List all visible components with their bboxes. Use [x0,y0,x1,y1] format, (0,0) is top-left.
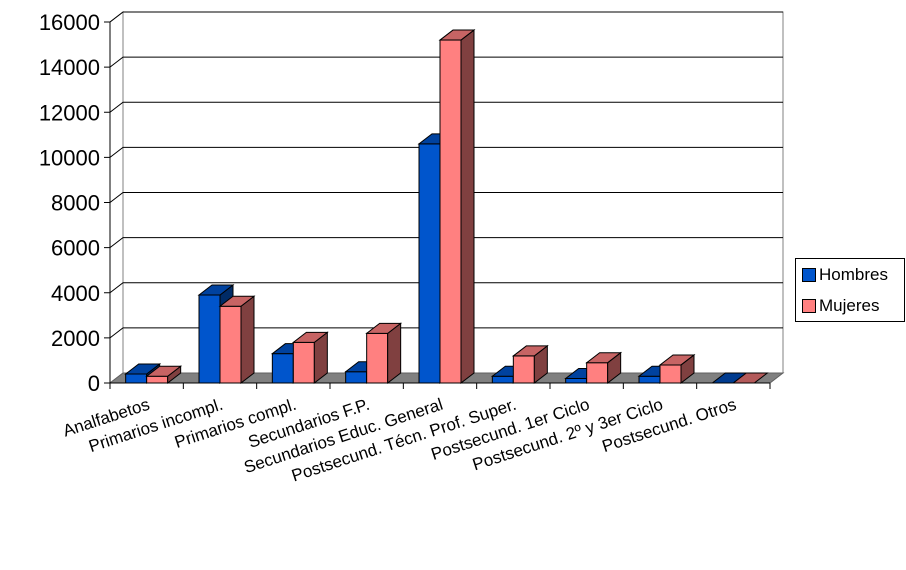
gridline [109,56,783,68]
gridline [109,327,783,339]
bar-front [439,39,462,384]
bar-mujeres-6 [585,351,623,385]
bar-top [197,284,235,296]
bar-mujeres-5 [511,344,549,385]
bar-top [365,322,403,334]
y-tick-label: 14000 [39,55,100,80]
bar-mujeres-0 [145,365,183,385]
y-tick-label: 0 [88,371,100,396]
bar-front [565,377,588,384]
bar-front [146,375,169,384]
bar-front [638,375,661,384]
bar-top [438,29,476,41]
gridline [109,101,783,113]
bar-front [198,294,221,384]
bar-front [366,332,389,384]
bar-top [145,365,183,377]
legend-label-mujeres: Mujeres [819,296,880,315]
bar-front [125,373,148,384]
bar-mujeres-3 [365,322,403,385]
bar-front [345,371,368,384]
bar-front [586,362,609,384]
y-tick-label: 12000 [39,100,100,125]
bar-front [659,364,682,384]
bar-mujeres-2 [291,331,329,385]
gridline [109,237,783,249]
y-tick-label: 6000 [51,236,100,261]
chart-bars [124,29,769,385]
bar-top [291,331,329,343]
bar-top [658,354,696,366]
chart-gridlines [104,11,783,389]
gridline [109,146,783,158]
bar-mujeres-8 [731,372,769,384]
bar-top [585,352,623,364]
y-tick-label: 16000 [39,10,100,35]
bar-front [491,375,514,384]
legend-item-mujeres: Mujeres [802,296,879,316]
y-tick-label: 8000 [51,191,100,216]
bar-front [292,341,315,384]
y-tick-label: 2000 [51,326,100,351]
bar-mujeres-4 [438,29,476,385]
legend-label-hombres: Hombres [819,265,888,284]
y-axis-tick-labels: 0 2000 4000 6000 8000 10000 12000 14000 16000 [39,10,100,396]
bar-front [271,353,294,384]
bar-front [418,143,441,384]
legend-swatch-hombres [802,268,816,282]
y-tick-label: 4000 [51,281,100,306]
gridline [109,282,783,294]
y-tick-label: 10000 [39,145,100,170]
bar-front [512,355,535,384]
gridline [109,192,783,203]
legend-swatch-mujeres [802,299,816,313]
bar-front [219,305,242,384]
bar-mujeres-1 [218,295,256,385]
chart-legend: Hombres Mujeres [795,258,905,322]
bar-side [240,295,255,385]
bar-top [124,363,162,375]
bar-top [511,345,549,357]
bar-mujeres-7 [658,353,696,385]
bar-side [460,29,475,385]
gridline [109,11,783,23]
bar-top [218,295,256,307]
bar-top [731,372,769,384]
legend-item-hombres: Hombres [802,265,888,285]
